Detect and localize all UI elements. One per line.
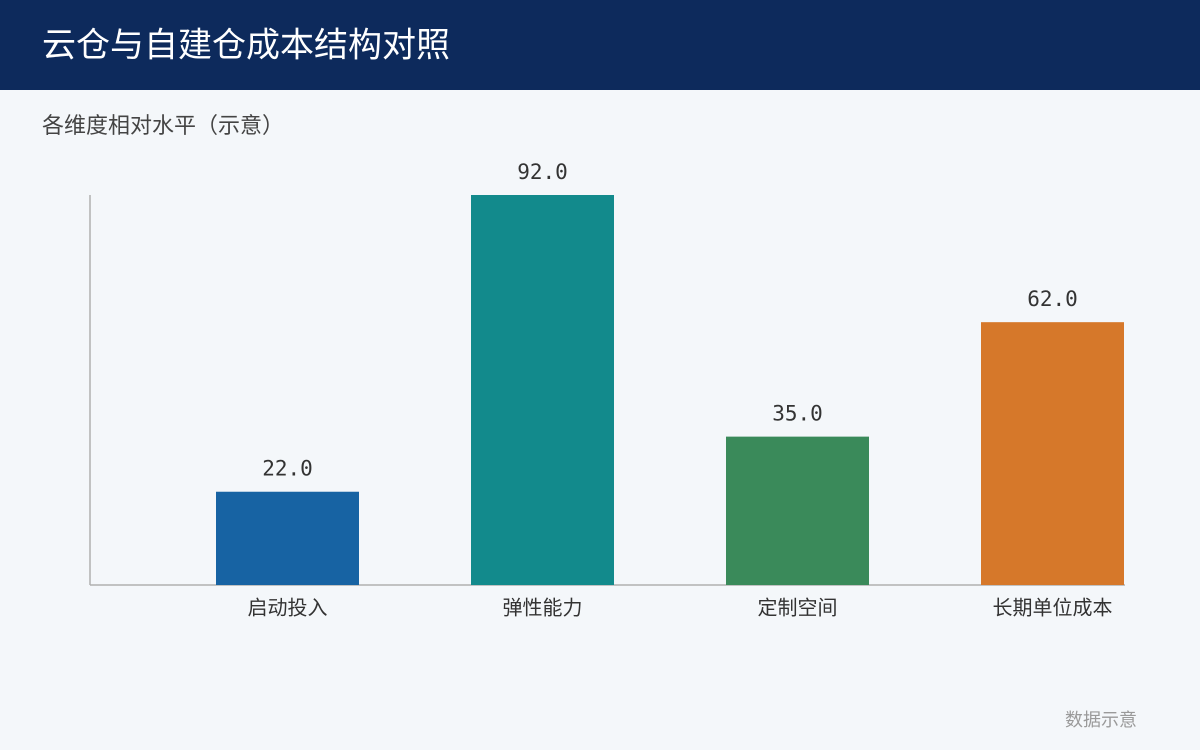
x-tick-label: 启动投入 <box>248 596 328 620</box>
bar <box>981 322 1124 585</box>
bar <box>216 491 359 585</box>
x-tick-label: 弹性能力 <box>503 596 583 620</box>
footnote: 数据示意 <box>1065 710 1137 731</box>
value-label: 62.0 <box>1027 287 1078 311</box>
value-label: 35.0 <box>772 402 823 426</box>
value-label: 92.0 <box>517 160 568 184</box>
value-label: 22.0 <box>262 457 313 481</box>
chart-title: 云仓与自建仓成本结构对照 <box>42 26 450 66</box>
x-tick-label: 定制空间 <box>758 596 838 620</box>
chart-subtitle: 各维度相对水平（示意） <box>42 114 284 139</box>
bar <box>471 195 614 585</box>
header-bar <box>0 0 1200 90</box>
bar <box>726 436 869 585</box>
x-tick-label: 长期单位成本 <box>993 596 1113 620</box>
